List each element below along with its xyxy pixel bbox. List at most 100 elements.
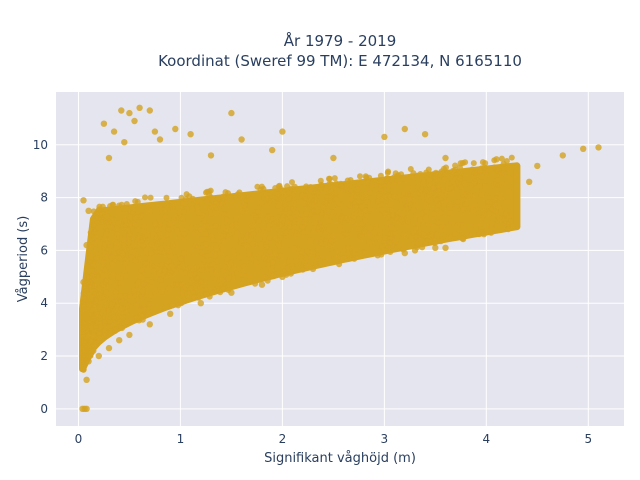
cloud-point [460, 206, 467, 213]
cloud-point [145, 311, 152, 318]
data-point [510, 173, 518, 180]
cloud-point [425, 166, 432, 173]
cloud-point [354, 186, 361, 193]
data-point [269, 146, 276, 154]
cloud-point [233, 221, 239, 228]
cloud-point [109, 224, 116, 231]
cloud-point [366, 174, 373, 181]
cloud-point [153, 238, 160, 245]
data-point [503, 165, 510, 172]
cloud-point [210, 237, 216, 243]
cloud-point [318, 241, 325, 247]
cloud-point [263, 191, 270, 198]
cloud-point [343, 185, 350, 192]
cloud-point [128, 214, 134, 221]
cloud-point [94, 238, 101, 245]
cloud-point [273, 235, 280, 242]
cloud-point [129, 210, 136, 217]
cloud-point [434, 231, 441, 238]
cloud-point [107, 290, 114, 297]
cloud-point [108, 295, 115, 302]
cloud-point [422, 201, 429, 208]
cloud-point [439, 186, 446, 193]
cloud-point [249, 240, 256, 247]
cloud-point [438, 209, 445, 216]
cloud-point [158, 262, 165, 269]
cloud-point [385, 168, 392, 175]
cloud-point [404, 183, 411, 190]
data-point [462, 191, 470, 199]
cloud-point [387, 201, 394, 208]
data-point [207, 194, 215, 201]
cloud-point [88, 324, 95, 331]
cloud-point [490, 196, 497, 203]
cloud-point [331, 175, 338, 182]
cloud-point [497, 194, 504, 201]
cloud-point [499, 180, 506, 187]
cloud-point [252, 280, 259, 287]
cloud-point [198, 249, 205, 256]
cloud-point [357, 173, 363, 180]
cloud-point [470, 180, 477, 187]
data-point [82, 313, 89, 320]
cloud-point [400, 231, 407, 238]
cloud-point [163, 298, 170, 305]
cloud-point [101, 316, 107, 323]
cloud-point [302, 200, 308, 207]
cloud-point [303, 262, 310, 269]
cloud-point [115, 209, 122, 216]
cloud-point [269, 259, 276, 266]
cloud-point [318, 183, 325, 190]
cloud-point [496, 205, 503, 212]
cloud-point [456, 175, 463, 182]
cloud-point [113, 325, 120, 332]
data-point [279, 128, 286, 135]
cloud-point [87, 229, 94, 236]
cloud-point [367, 205, 374, 212]
cloud-point [275, 242, 282, 249]
cloud-point [285, 265, 292, 272]
cloud-point [83, 327, 90, 334]
data-point [126, 220, 133, 228]
data-point [411, 247, 419, 254]
cloud-point [478, 191, 485, 198]
cloud-point [247, 196, 254, 202]
cloud-point [271, 251, 278, 258]
data-point [131, 117, 138, 125]
cloud-point [268, 215, 275, 222]
cloud-point [123, 309, 130, 316]
cloud-point [111, 237, 118, 244]
cloud-point [336, 223, 343, 230]
cloud-point [285, 196, 292, 203]
data-point [401, 125, 408, 133]
cloud-point [193, 230, 200, 237]
cloud-point [506, 213, 513, 220]
cloud-point [426, 177, 433, 184]
cloud-point [500, 160, 507, 167]
cloud-point [211, 252, 218, 259]
cloud-point [410, 197, 417, 204]
cloud-point [131, 247, 138, 254]
cloud-point [96, 331, 103, 338]
cloud-point [488, 225, 495, 232]
cloud-point [255, 264, 262, 271]
data-point [172, 125, 179, 133]
cloud-point [355, 226, 361, 232]
data-point [279, 273, 286, 280]
cloud-point [246, 251, 253, 258]
cloud-point [268, 267, 275, 274]
cloud-point [213, 210, 220, 217]
cloud-point [291, 183, 298, 190]
cloud-point [363, 211, 370, 218]
cloud-point [297, 250, 304, 257]
cloud-point [266, 248, 273, 255]
x-tick-label: 2 [279, 432, 287, 446]
cloud-point [299, 266, 306, 273]
cloud-point [323, 227, 330, 233]
cloud-point [291, 224, 298, 231]
cloud-point [90, 221, 97, 228]
cloud-point [366, 239, 373, 246]
cloud-point [395, 209, 402, 216]
cloud-point [311, 201, 318, 208]
cloud-point [323, 186, 330, 193]
